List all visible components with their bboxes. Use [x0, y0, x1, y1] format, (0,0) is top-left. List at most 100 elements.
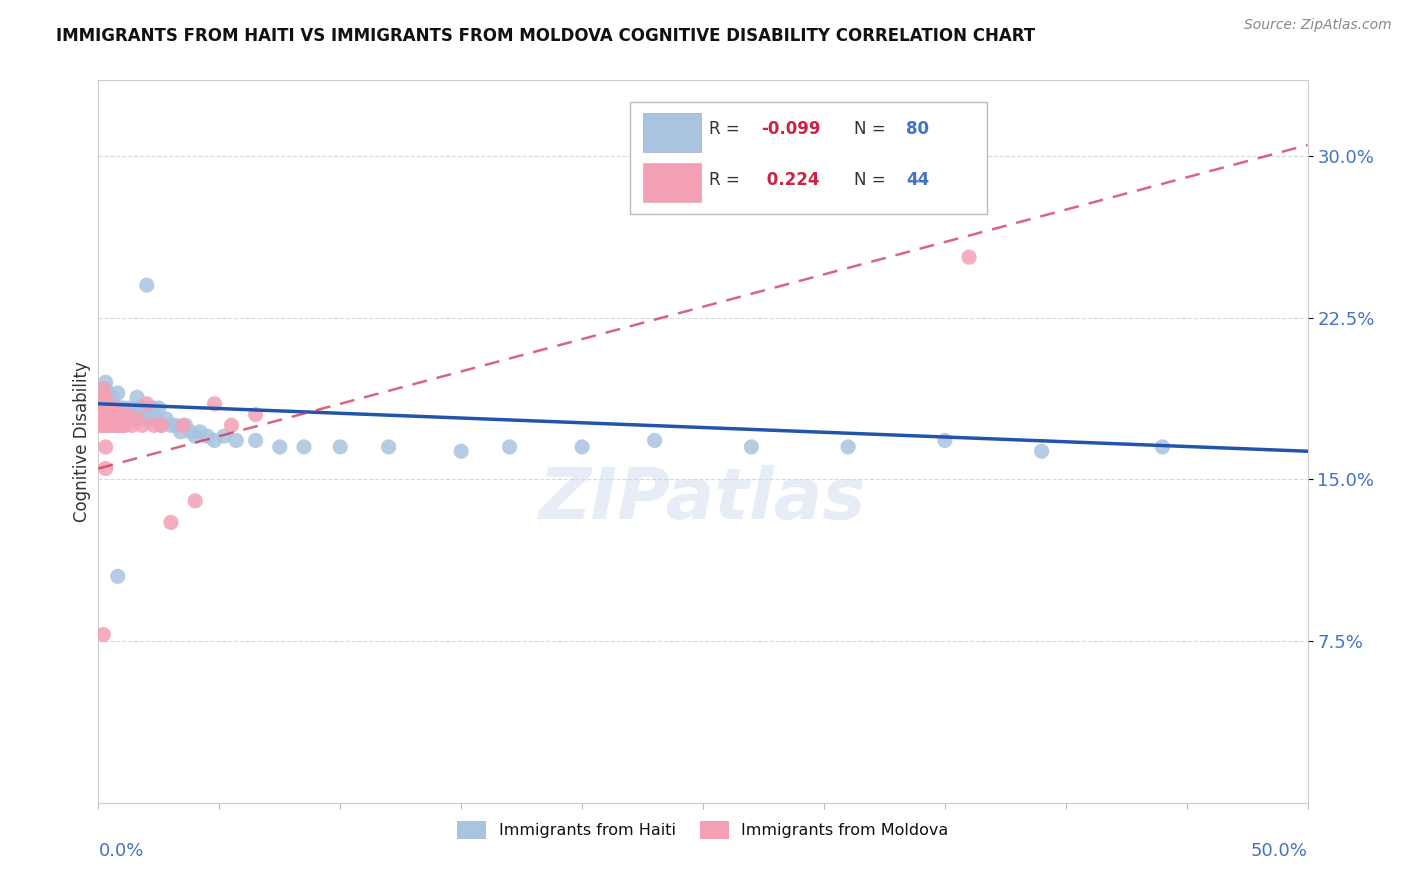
Point — [135, 412, 157, 426]
Point — [644, 434, 666, 448]
Point — [90, 401, 112, 416]
Point — [91, 418, 114, 433]
Point — [91, 382, 114, 396]
Point — [134, 401, 156, 416]
Point — [145, 412, 167, 426]
Point — [204, 397, 226, 411]
Point — [245, 434, 267, 448]
Point — [221, 418, 243, 433]
Point — [329, 440, 352, 454]
Point — [128, 401, 150, 416]
Point — [837, 440, 859, 454]
Point — [107, 401, 129, 416]
Point — [97, 401, 120, 416]
Point — [450, 444, 472, 458]
Text: N =: N = — [855, 171, 891, 189]
Point — [90, 418, 112, 433]
Point — [138, 401, 160, 416]
Point — [97, 418, 120, 433]
Point — [107, 412, 129, 426]
Point — [269, 440, 291, 454]
Point — [150, 418, 173, 433]
Point — [292, 440, 315, 454]
Y-axis label: Cognitive Disability: Cognitive Disability — [73, 361, 91, 522]
Point — [97, 408, 120, 422]
Point — [91, 408, 114, 422]
Point — [100, 408, 122, 422]
FancyBboxPatch shape — [643, 112, 700, 152]
Point — [114, 412, 136, 426]
Point — [94, 401, 117, 416]
Point — [101, 408, 124, 422]
Point — [94, 418, 117, 433]
FancyBboxPatch shape — [630, 102, 987, 214]
Point — [155, 412, 177, 426]
FancyBboxPatch shape — [643, 163, 700, 202]
Point — [91, 412, 114, 426]
Point — [91, 382, 114, 396]
Point — [91, 397, 114, 411]
Point — [131, 418, 153, 433]
Point — [184, 493, 207, 508]
Point — [94, 390, 117, 404]
Point — [131, 412, 153, 426]
Text: N =: N = — [855, 120, 891, 138]
Point — [97, 386, 120, 401]
Point — [957, 250, 980, 264]
Text: Source: ZipAtlas.com: Source: ZipAtlas.com — [1244, 18, 1392, 32]
Point — [498, 440, 520, 454]
Point — [571, 440, 593, 454]
Point — [94, 382, 117, 396]
Point — [94, 440, 117, 454]
Point — [111, 418, 134, 433]
Point — [100, 401, 122, 416]
Point — [100, 412, 122, 426]
Point — [121, 412, 143, 426]
Point — [143, 401, 166, 416]
Text: 80: 80 — [905, 120, 929, 138]
Point — [91, 401, 114, 416]
Point — [94, 376, 117, 390]
Point — [90, 408, 112, 422]
Point — [204, 434, 226, 448]
Point — [107, 418, 129, 433]
Point — [114, 418, 136, 433]
Text: -0.099: -0.099 — [761, 120, 821, 138]
Point — [740, 440, 762, 454]
Point — [135, 397, 157, 411]
Point — [100, 390, 122, 404]
Point — [104, 418, 127, 433]
Point — [934, 434, 956, 448]
Point — [179, 425, 201, 439]
Text: ZIPatlas: ZIPatlas — [540, 465, 866, 533]
Point — [160, 516, 183, 530]
Point — [121, 418, 143, 433]
Point — [100, 401, 122, 416]
Point — [1152, 440, 1174, 454]
Point — [97, 408, 120, 422]
Point — [104, 401, 127, 416]
Point — [101, 401, 124, 416]
Point — [91, 412, 114, 426]
Point — [174, 418, 197, 433]
Point — [225, 434, 247, 448]
Text: 44: 44 — [905, 171, 929, 189]
Point — [377, 440, 399, 454]
Point — [104, 401, 127, 416]
Text: R =: R = — [709, 120, 745, 138]
Point — [108, 418, 131, 433]
Point — [91, 627, 114, 641]
Point — [111, 412, 134, 426]
Point — [143, 418, 166, 433]
Point — [111, 401, 134, 416]
Point — [117, 408, 139, 422]
Point — [114, 401, 136, 416]
Point — [108, 401, 131, 416]
Point — [127, 401, 149, 416]
Point — [90, 418, 112, 433]
Point — [94, 408, 117, 422]
Text: 0.0%: 0.0% — [98, 842, 143, 860]
Point — [195, 429, 218, 443]
Point — [141, 412, 163, 426]
Point — [107, 569, 129, 583]
